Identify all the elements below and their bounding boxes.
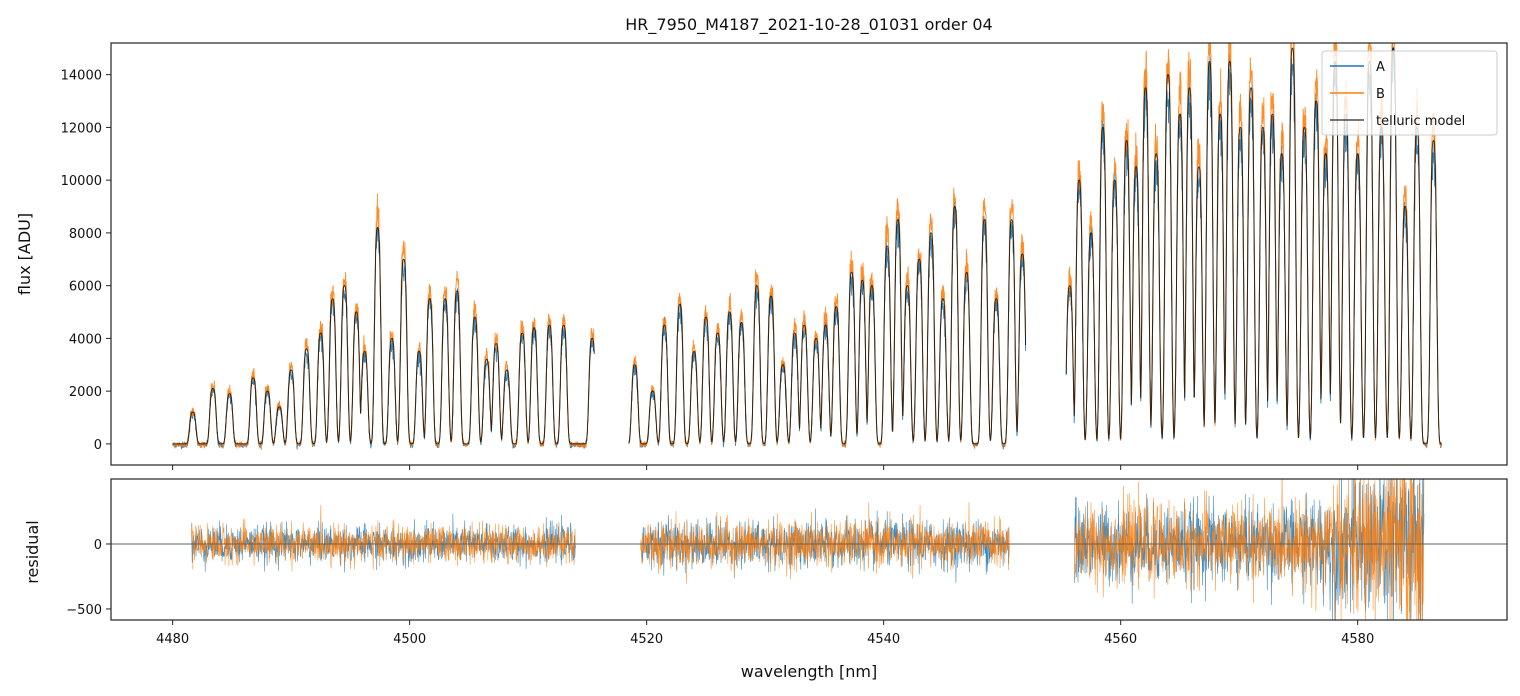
residual-y-axis-label: residual: [23, 520, 42, 583]
residual-plot-area: [111, 479, 1507, 620]
flux-plot-area: [172, 43, 1443, 450]
residual-a-line: [1074, 479, 1425, 620]
series-b-line: [628, 187, 1027, 449]
residual-panel: 0 −500 4480 4500 4520 4540 4560 4580: [66, 478, 1508, 647]
series-a-line: [172, 226, 595, 450]
legend-label: telluric model: [1376, 114, 1465, 129]
y-tick-label: 10000: [61, 174, 102, 189]
series-telluric-model-line: [172, 227, 595, 445]
y-tick-label: 14000: [61, 69, 102, 84]
x-tick-label: 4560: [1104, 632, 1137, 647]
x-axis-label: wavelength [nm]: [741, 662, 878, 681]
flux-y-axis-label: flux [ADU]: [15, 213, 34, 295]
series-telluric-model-line: [628, 205, 1027, 445]
y-tick-label: 4000: [69, 332, 102, 347]
series-telluric-model-line: [1065, 47, 1442, 445]
residual-axes-frame: [110, 478, 1508, 621]
legend-label: B: [1376, 87, 1385, 102]
residual-b-line: [640, 502, 1010, 584]
flux-panel: 0 2000 4000 6000 8000 10000 12000 14000: [61, 42, 1508, 470]
x-tick-label: 4500: [393, 632, 426, 647]
residual-b-line: [191, 504, 576, 572]
y-tick-label: 0: [94, 438, 102, 453]
y-tick-label: 0: [94, 538, 102, 553]
x-tick-label: 4580: [1341, 632, 1374, 647]
y-tick-label: 6000: [69, 280, 102, 295]
y-tick-label: 8000: [69, 227, 102, 242]
flux-axes-frame: [110, 42, 1508, 466]
x-tick-label: 4480: [156, 632, 189, 647]
series-b-line: [172, 193, 595, 450]
x-tick-label: 4520: [630, 632, 663, 647]
y-tick-label: 2000: [69, 385, 102, 400]
y-tick-label: −500: [66, 603, 102, 618]
residual-b-line: [1074, 479, 1425, 620]
legend-label: A: [1376, 60, 1385, 75]
x-tick-label: 4540: [867, 632, 900, 647]
y-tick-label: 12000: [61, 121, 102, 136]
legend-box: [1321, 50, 1498, 136]
chart-title: HR_7950_M4187_2021-10-28_01031 order 04: [625, 15, 992, 35]
